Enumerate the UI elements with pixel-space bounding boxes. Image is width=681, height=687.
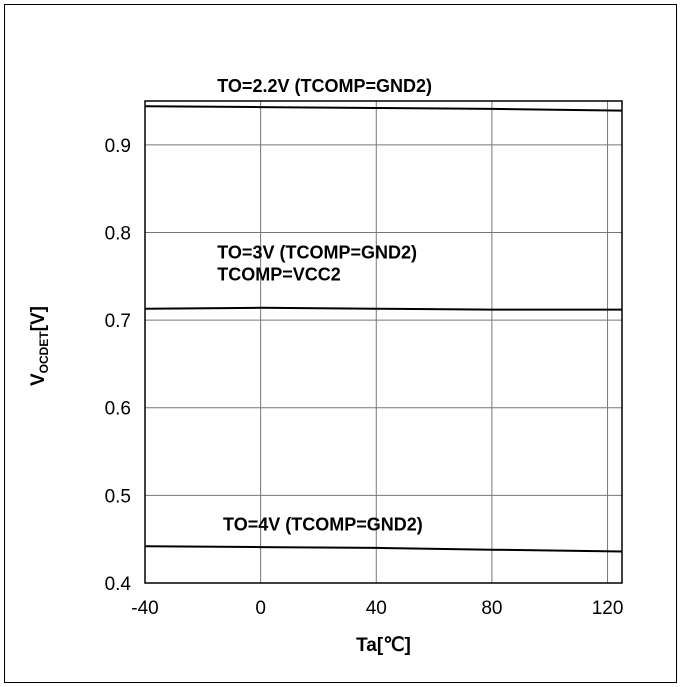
annotation-1: TO=2.2V (TCOMP=GND2) (217, 76, 432, 96)
series-line-3 (144, 545, 623, 553)
y-axis-title: VOCDET[V] (28, 306, 51, 386)
annotation-3: TCOMP=VCC2 (217, 265, 341, 285)
series-line-2 (144, 306, 622, 311)
x-tick-label: 120 (592, 598, 624, 619)
x-tick-label: -40 (131, 598, 158, 619)
x-tick-label: 40 (366, 598, 387, 619)
y-axis-title-main: V (28, 373, 49, 386)
x-tick-label: 0 (255, 598, 266, 619)
x-axis-title: Ta[℃] (356, 635, 411, 656)
x-tick-label: 80 (481, 598, 502, 619)
x-tick-labels: -40 0 40 80 120 (131, 598, 623, 619)
y-tick-label: 0.9 (105, 136, 131, 157)
annotation-4: TO=4V (TCOMP=GND2) (223, 514, 423, 534)
y-tick-label: 0.4 (105, 574, 132, 595)
grid (145, 101, 622, 583)
plot-border (144, 100, 623, 584)
y-tick-label: 0.6 (105, 399, 131, 420)
y-tick-label: 0.5 (105, 486, 131, 507)
y-tick-labels: 0.4 0.5 0.6 0.7 0.8 0.9 (105, 136, 132, 595)
chart-frame (4, 4, 677, 683)
y-axis-title-subscript: OCDET (37, 331, 51, 374)
series-layer (144, 105, 623, 553)
y-axis-title-unit: [V] (28, 306, 49, 331)
annotation-2: TO=3V (TCOMP=GND2) (217, 243, 417, 263)
y-tick-label: 0.7 (105, 311, 131, 332)
series-line-1 (144, 105, 623, 112)
annotations: TO=2.2V (TCOMP=GND2) TO=3V (TCOMP=GND2)TC… (217, 76, 432, 534)
y-tick-label: 0.8 (105, 223, 131, 244)
